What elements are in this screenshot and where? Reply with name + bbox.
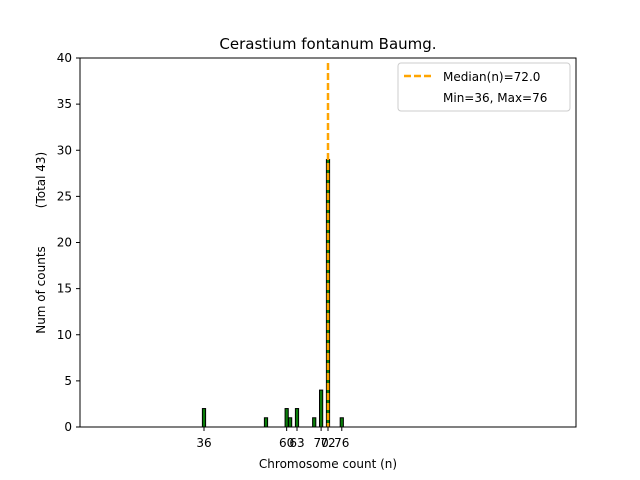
legend: Median(n)=72.0 Min=36, Max=76	[397, 62, 571, 112]
y-tick-label: 25	[57, 189, 72, 203]
y-axis-total-label: (Total 43)	[34, 152, 48, 208]
y-tick-label: 0	[64, 420, 72, 434]
histogram-bar	[284, 408, 289, 428]
y-tick-label: 15	[57, 282, 72, 296]
y-tick-label: 35	[57, 97, 72, 111]
axes-frame	[79, 57, 577, 428]
y-tick-label: 20	[57, 236, 72, 250]
x-tick-label: 63	[289, 436, 304, 450]
y-tick-label: 10	[57, 328, 72, 342]
legend-box	[397, 62, 571, 112]
histogram-bar	[263, 417, 269, 428]
x-tick-label: 60	[279, 436, 294, 450]
histogram-bar	[319, 389, 324, 428]
legend-minmax-label: Min=36, Max=76	[443, 91, 547, 105]
histogram-bar	[201, 408, 207, 428]
histogram-bar	[294, 408, 300, 428]
y-tick-label: 40	[57, 51, 72, 65]
x-tick-label: 70	[313, 436, 328, 450]
x-tick-label: 36	[196, 436, 211, 450]
chart-title: Cerastium fontanum Baumg.	[219, 35, 436, 53]
histogram-bar	[312, 417, 317, 428]
legend-median-label: Median(n)=72.0	[443, 70, 540, 84]
y-axis-label: Num of counts	[34, 246, 48, 334]
x-tick-label: 72	[320, 436, 335, 450]
x-tick-label: 76	[334, 436, 349, 450]
histogram-bar	[288, 417, 293, 428]
x-axis-label: Chromosome count (n)	[259, 457, 397, 471]
histogram-bar	[339, 417, 344, 428]
y-tick-label: 30	[57, 143, 72, 157]
y-tick-label: 5	[64, 374, 72, 388]
